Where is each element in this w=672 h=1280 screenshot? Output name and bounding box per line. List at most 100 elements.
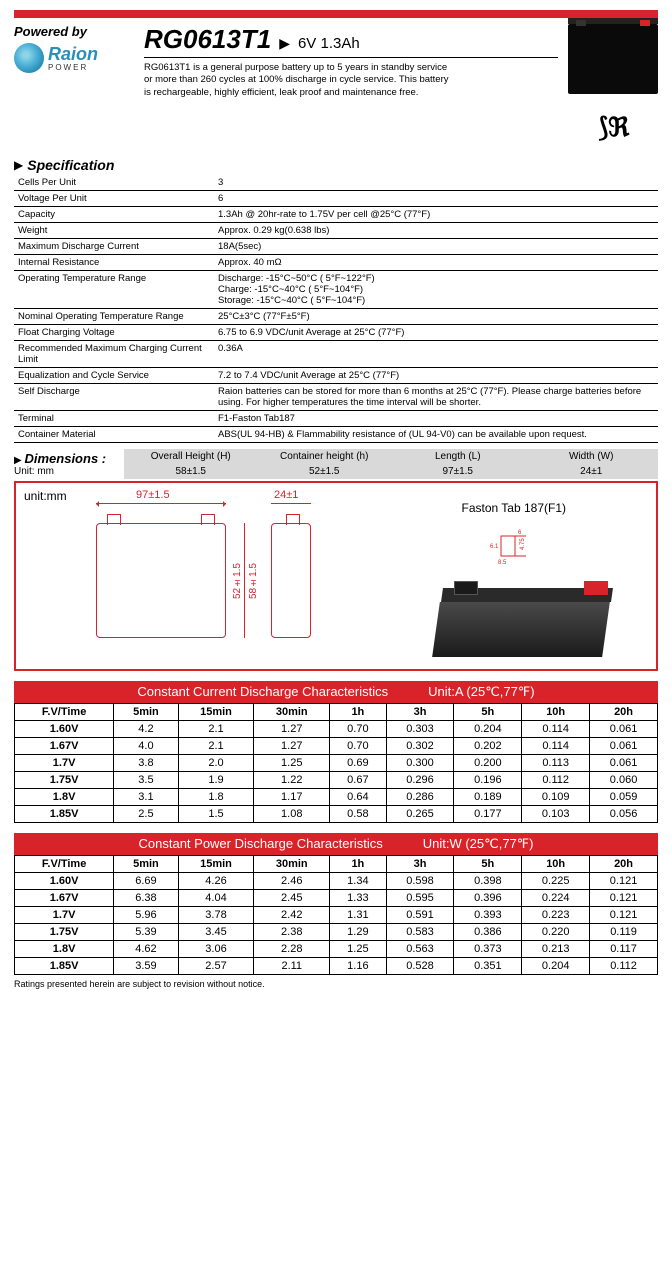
dimensions-unit: Unit: mm <box>14 466 54 477</box>
spec-row: Operating Temperature RangeDischarge: -1… <box>14 271 658 309</box>
table-cell: 3.45 <box>178 924 254 941</box>
table-cell: 1.8 <box>178 789 254 806</box>
spec-label: Self Discharge <box>14 384 214 411</box>
table-cell: 0.393 <box>454 907 522 924</box>
table-cell: 0.296 <box>386 772 454 789</box>
power-title-text: Constant Power Discharge Characteristics <box>139 836 383 852</box>
svg-text:8.5: 8.5 <box>498 560 507 566</box>
table-header-cell: F.V/Time <box>15 856 114 873</box>
table-cell: 0.265 <box>386 806 454 823</box>
spec-row: Voltage Per Unit6 <box>14 191 658 207</box>
voltage-spec: 6V 1.3Ah <box>298 35 360 52</box>
table-cell: 1.5 <box>178 806 254 823</box>
specification-table: Cells Per Unit3Voltage Per Unit6Capacity… <box>14 175 658 443</box>
table-header-cell: 5h <box>454 704 522 721</box>
table-cell: 0.121 <box>590 907 658 924</box>
table-cell: 4.26 <box>178 873 254 890</box>
table-cell: 0.061 <box>590 755 658 772</box>
brand-logo: Raion POWER <box>14 43 134 73</box>
table-cell: 1.75V <box>15 772 114 789</box>
power-table-title: Constant Power Discharge Characteristics… <box>14 833 658 855</box>
dimension-diagram: unit:mm 97±1.5 24±1 52±1.5 58±1.5 Faston… <box>14 481 658 671</box>
table-cell: 2.28 <box>254 941 330 958</box>
table-cell: 0.056 <box>590 806 658 823</box>
table-header-row: F.V/Time5min15min30min1h3h5h10h20h <box>15 856 658 873</box>
dim-value-cell: 58±1.5 <box>124 464 258 479</box>
table-cell: 0.109 <box>522 789 590 806</box>
spec-label: Weight <box>14 223 214 239</box>
table-header-cell: 15min <box>178 704 254 721</box>
table-header-cell: 10h <box>522 856 590 873</box>
table-header-cell: 30min <box>254 704 330 721</box>
spec-row: WeightApprox. 0.29 kg(0.638 lbs) <box>14 223 658 239</box>
table-cell: 1.22 <box>254 772 330 789</box>
table-cell: 0.114 <box>522 721 590 738</box>
table-cell: 2.1 <box>178 738 254 755</box>
spec-value: 18A(5sec) <box>214 239 658 255</box>
table-cell: 0.061 <box>590 721 658 738</box>
table-cell: 0.300 <box>386 755 454 772</box>
table-cell: 1.08 <box>254 806 330 823</box>
spec-value: ABS(UL 94-HB) & Flammability resistance … <box>214 427 658 443</box>
table-row: 1.8V3.11.81.170.640.2860.1890.1090.059 <box>15 789 658 806</box>
table-cell: 1.7V <box>15 907 114 924</box>
table-header-cell: 20h <box>590 704 658 721</box>
table-cell: 0.302 <box>386 738 454 755</box>
table-cell: 1.16 <box>330 958 386 975</box>
spec-row: TerminalF1-Faston Tab187 <box>14 411 658 427</box>
table-cell: 1.29 <box>330 924 386 941</box>
table-cell: 1.27 <box>254 721 330 738</box>
spec-value: 7.2 to 7.4 VDC/unit Average at 25°C (77°… <box>214 368 658 384</box>
top-red-bar <box>14 10 658 18</box>
table-cell: 0.583 <box>386 924 454 941</box>
table-cell: 2.45 <box>254 890 330 907</box>
diagram-front-view <box>96 523 226 638</box>
table-cell: 1.34 <box>330 873 386 890</box>
table-cell: 0.117 <box>590 941 658 958</box>
table-cell: 0.396 <box>454 890 522 907</box>
table-cell: 1.85V <box>15 806 114 823</box>
current-title-text: Constant Current Discharge Characteristi… <box>137 684 388 700</box>
spec-row: Self DischargeRaion batteries can be sto… <box>14 384 658 411</box>
table-cell: 4.62 <box>114 941 178 958</box>
brand-swirl-icon <box>14 43 44 73</box>
spec-label: Cells Per Unit <box>14 175 214 191</box>
spec-row: Capacity1.3Ah @ 20hr-rate to 1.75V per c… <box>14 207 658 223</box>
spec-label: Terminal <box>14 411 214 427</box>
spec-value: 3 <box>214 175 658 191</box>
spec-value: 0.36A <box>214 341 658 368</box>
table-row: 1.60V6.694.262.461.340.5980.3980.2250.12… <box>15 873 658 890</box>
table-cell: 0.220 <box>522 924 590 941</box>
table-header-cell: 30min <box>254 856 330 873</box>
current-unit-text: Unit:A (25℃,77℉) <box>428 684 534 700</box>
table-cell: 1.25 <box>330 941 386 958</box>
table-cell: 0.225 <box>522 873 590 890</box>
table-cell: 0.69 <box>330 755 386 772</box>
spec-value: F1-Faston Tab187 <box>214 411 658 427</box>
table-cell: 0.303 <box>386 721 454 738</box>
table-cell: 0.204 <box>522 958 590 975</box>
faston-label: Faston Tab 187(F1) <box>461 501 566 515</box>
table-cell: 3.78 <box>178 907 254 924</box>
faston-tab-diagram: 6 4.75 6.1 8.5 <box>486 528 516 558</box>
diagram-width-line <box>271 503 311 504</box>
table-cell: 2.0 <box>178 755 254 772</box>
table-row: 1.75V3.51.91.220.670.2960.1960.1120.060 <box>15 772 658 789</box>
table-cell: 4.0 <box>114 738 178 755</box>
table-header-cell: 3h <box>386 856 454 873</box>
table-cell: 0.112 <box>522 772 590 789</box>
table-cell: 0.70 <box>330 721 386 738</box>
table-cell: 0.563 <box>386 941 454 958</box>
table-cell: 1.7V <box>15 755 114 772</box>
table-cell: 3.5 <box>114 772 178 789</box>
table-cell: 1.85V <box>15 958 114 975</box>
table-cell: 2.57 <box>178 958 254 975</box>
diagram-side-view <box>271 523 311 638</box>
diagram-length-label: 97±1.5 <box>136 489 170 501</box>
table-cell: 2.38 <box>254 924 330 941</box>
table-cell: 3.59 <box>114 958 178 975</box>
table-cell: 1.67V <box>15 738 114 755</box>
spec-label: Internal Resistance <box>14 255 214 271</box>
table-cell: 1.17 <box>254 789 330 806</box>
table-header-cell: 20h <box>590 856 658 873</box>
